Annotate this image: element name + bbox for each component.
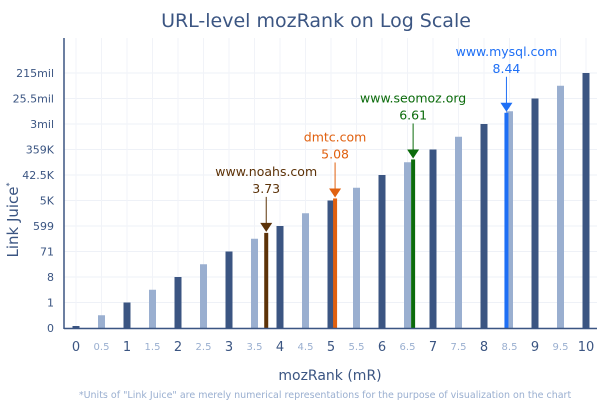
y-axis-label-mark: *	[5, 182, 14, 186]
annotation-arrow-head	[260, 222, 273, 232]
annotation-value: 5.08	[321, 146, 349, 161]
annotation-value: 3.73	[252, 181, 280, 196]
highlight-bar	[411, 159, 416, 328]
x-tick-label: 5	[327, 340, 335, 355]
bar	[531, 98, 539, 328]
y-tick-label: 1	[47, 297, 54, 310]
footnote: *Units of "Link Juice" are merely numeri…	[79, 390, 572, 401]
chart-title: URL-level mozRank on Log Scale	[161, 10, 471, 32]
x-tick-label: 3.5	[247, 342, 263, 353]
x-tick-label: 7.5	[451, 342, 467, 353]
bar	[506, 111, 513, 328]
y-tick-label: 3mil	[30, 118, 54, 131]
bar	[225, 251, 233, 328]
highlight-bar	[333, 198, 338, 328]
highlight-bar	[504, 112, 509, 328]
x-tick-label: 4	[276, 340, 284, 355]
bar	[98, 315, 105, 328]
x-tick-label: 0	[72, 340, 80, 355]
y-tick-label: 599	[33, 220, 54, 233]
y-axis-label-text: Link Juice	[4, 186, 22, 257]
bar	[251, 238, 258, 328]
bar	[200, 264, 207, 328]
x-axis-label: mozRank (mR)	[278, 368, 381, 384]
bar	[174, 277, 182, 328]
x-tick-label: 6	[378, 340, 386, 355]
annotation-site: dmtc.com	[304, 129, 367, 144]
bar	[429, 149, 437, 328]
bar	[149, 289, 156, 328]
bar	[378, 175, 386, 328]
y-tick-label: 5K	[40, 195, 55, 208]
bar	[72, 326, 80, 328]
annotation-site: www.mysql.com	[456, 44, 558, 59]
bar	[582, 73, 590, 328]
x-tick-label: 1.5	[145, 342, 161, 353]
y-tick-label: 25.5mil	[13, 93, 54, 106]
annotation-site: www.noahs.com	[215, 164, 317, 179]
bar	[557, 85, 564, 328]
x-tick-label: 0.5	[94, 342, 110, 353]
annotation-value: 8.44	[493, 61, 521, 76]
y-tick-label: 71	[40, 246, 54, 259]
bar	[123, 302, 131, 328]
y-tick-label: 215mil	[16, 67, 54, 80]
x-tick-label: 3	[225, 340, 233, 355]
x-tick-label: 8	[480, 340, 488, 355]
highlight-bar	[264, 232, 269, 328]
bar	[302, 213, 309, 328]
x-tick-label: 6.5	[400, 342, 416, 353]
y-tick-label: 359K	[26, 144, 55, 157]
x-tick-label: 5.5	[349, 342, 365, 353]
bar	[480, 124, 488, 328]
bar	[455, 136, 462, 328]
annotation-site: www.seomoz.org	[360, 90, 466, 105]
x-tick-label: 8.5	[502, 342, 518, 353]
x-tick-label: 10	[578, 340, 595, 355]
bar	[327, 200, 335, 328]
annotation-value: 6.61	[399, 107, 427, 122]
y-tick-label: 0	[47, 322, 54, 335]
x-tick-label: 1	[123, 340, 131, 355]
x-tick-label: 2.5	[196, 342, 212, 353]
bar	[353, 187, 360, 328]
x-tick-label: 2	[174, 340, 182, 355]
bar	[276, 226, 284, 328]
annotation-arrow-head	[407, 149, 420, 159]
x-tick-label: 9.5	[553, 342, 569, 353]
bar	[404, 162, 411, 328]
x-tick-label: 4.5	[298, 342, 314, 353]
x-tick-label: 7	[429, 340, 437, 355]
y-axis-label: Link Juice*	[4, 182, 22, 257]
annotation-arrow-head	[500, 102, 513, 112]
y-tick-label: 42.5K	[22, 169, 54, 182]
x-tick-label: 9	[531, 340, 539, 355]
y-tick-label: 8	[47, 271, 54, 284]
annotation-arrow-head	[329, 188, 342, 198]
